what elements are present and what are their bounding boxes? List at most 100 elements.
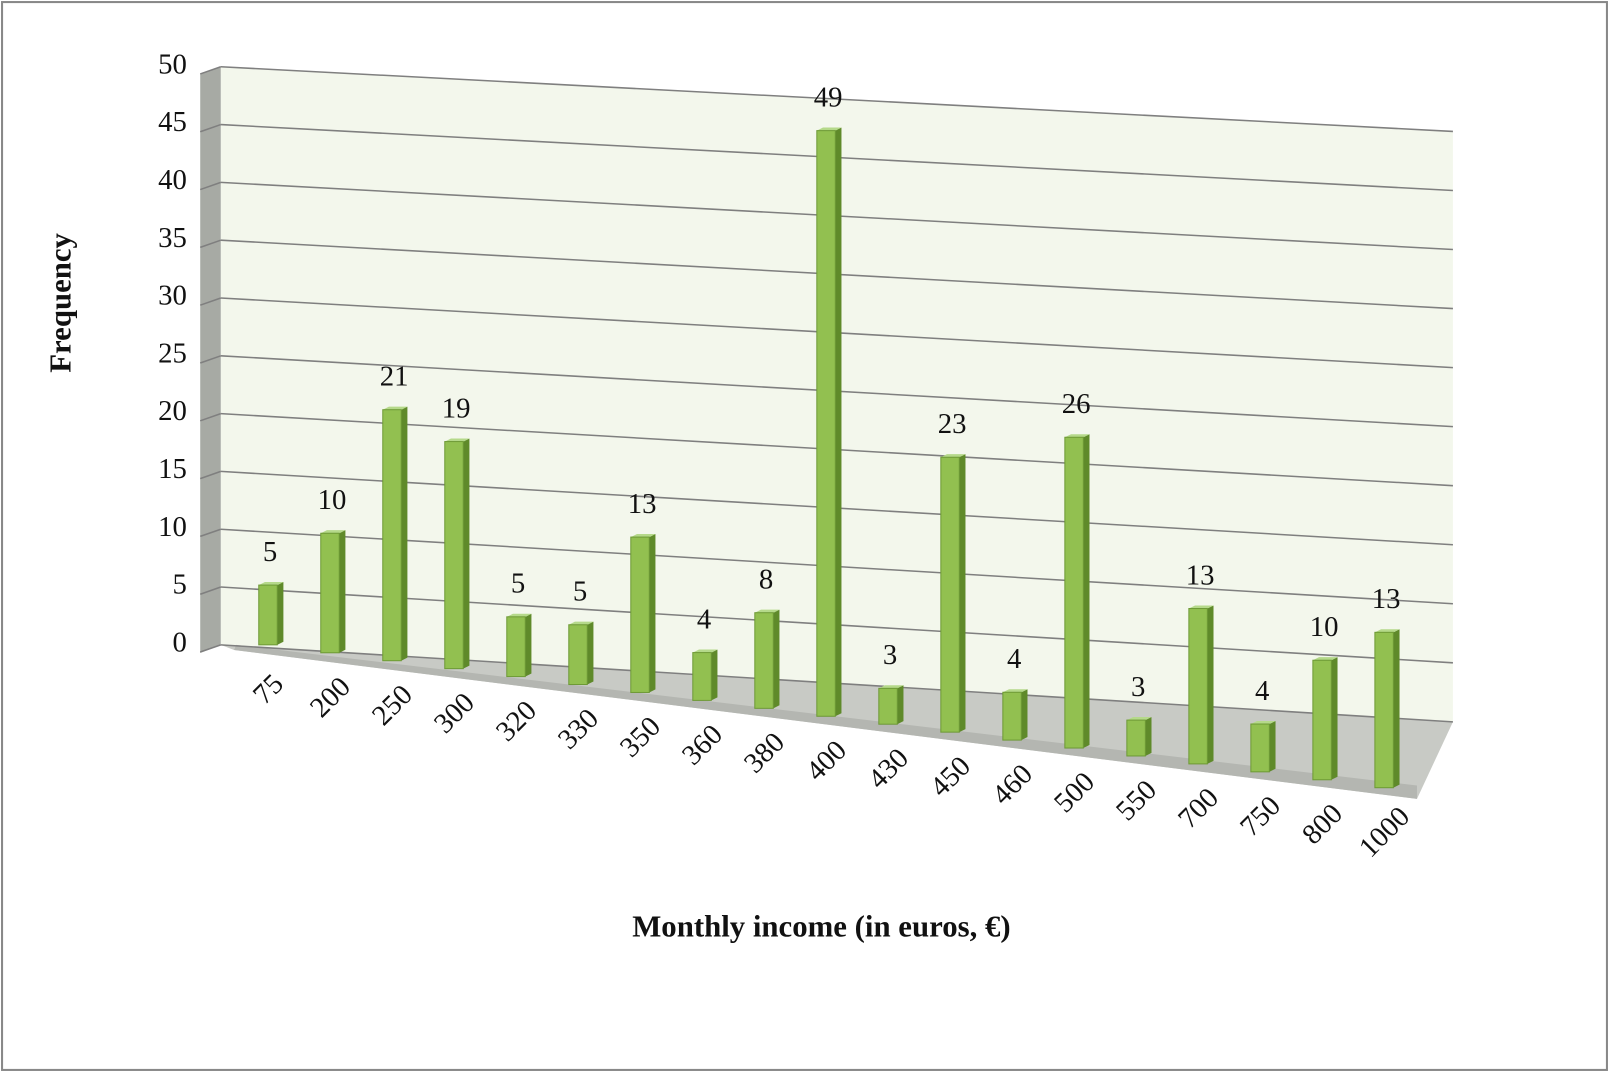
bar: [320, 532, 340, 654]
value-label: 3: [1131, 671, 1145, 703]
y-tick-label: 40: [158, 164, 187, 196]
bar-top: [940, 454, 966, 458]
bar: [1064, 436, 1084, 749]
value-label: 8: [759, 564, 773, 596]
bar-side: [339, 530, 346, 653]
value-label: 13: [628, 488, 657, 520]
value-label: 26: [1062, 388, 1091, 420]
value-label: 19: [442, 392, 471, 424]
tick-mark: [199, 355, 222, 364]
tick-mark: [199, 123, 222, 133]
bar-side: [1269, 720, 1276, 772]
bar-side: [587, 621, 594, 685]
bar: [1374, 631, 1394, 789]
bar: [1188, 608, 1208, 765]
y-tick-label: 35: [158, 222, 187, 254]
bar-top: [878, 685, 904, 689]
bar-top: [444, 438, 470, 442]
bar-top: [320, 530, 346, 534]
tick-mark: [199, 297, 222, 306]
bar: [940, 456, 960, 733]
y-tick-label: 30: [158, 280, 187, 312]
bar-top: [692, 649, 718, 653]
value-label: 4: [1007, 643, 1021, 675]
bar-top: [754, 609, 780, 613]
bar: [692, 652, 712, 701]
tick-mark: [199, 66, 222, 75]
value-label: 4: [697, 603, 711, 635]
tick-mark: [199, 181, 222, 191]
y-tick-label: 50: [158, 48, 187, 80]
value-label: 13: [1186, 559, 1215, 591]
value-label: 5: [263, 536, 277, 568]
y-tick-label: 15: [158, 453, 187, 485]
bar-side: [897, 685, 904, 725]
bar-top: [1126, 717, 1152, 721]
bar-side: [959, 454, 966, 733]
bar-top: [258, 582, 284, 586]
y-tick-label: 45: [158, 106, 187, 138]
bar: [258, 584, 278, 646]
bar-top: [1374, 629, 1400, 633]
bar: [754, 612, 774, 709]
bar: [444, 441, 464, 670]
bar: [630, 536, 650, 693]
bar-side: [1083, 434, 1090, 749]
bar-side: [401, 406, 408, 661]
value-label: 13: [1372, 583, 1401, 615]
bar-top: [630, 534, 656, 538]
bar: [1002, 691, 1022, 741]
value-label: 23: [938, 408, 967, 440]
value-label: 4: [1255, 675, 1269, 707]
bar-side: [1393, 629, 1400, 788]
value-label: 10: [318, 484, 347, 516]
tick-mark: [199, 412, 222, 422]
y-axis-title: Frequency: [44, 232, 78, 372]
bar-side: [277, 582, 284, 645]
bar-side: [711, 649, 718, 701]
bar-side: [649, 534, 656, 693]
bar-top: [506, 613, 532, 617]
x-axis-title: Monthly income (in euros, €): [632, 909, 1010, 943]
value-label: 5: [573, 576, 587, 608]
value-label: 3: [883, 639, 897, 671]
y-tick-label: 0: [173, 626, 187, 658]
value-label: 21: [380, 361, 409, 393]
bar-top: [1312, 657, 1338, 661]
bar-top: [382, 406, 408, 410]
bar: [1126, 719, 1146, 757]
tick-mark: [199, 470, 222, 480]
bar-top: [1064, 434, 1090, 438]
bar-side: [1021, 689, 1028, 741]
bar: [1250, 723, 1270, 773]
bar-top: [1002, 689, 1028, 693]
tick-mark: [199, 644, 222, 653]
grid-line: [220, 65, 1453, 133]
y-tick-label: 5: [173, 569, 187, 601]
value-label: 5: [511, 568, 525, 600]
y-tick-label: 20: [158, 395, 187, 427]
bar-top: [568, 621, 594, 625]
bar-side: [463, 438, 470, 669]
y-tick-label: 10: [158, 511, 187, 543]
bar: [878, 687, 898, 725]
bar: [1312, 659, 1332, 781]
bar-side: [525, 613, 532, 677]
bar-side: [1331, 657, 1338, 780]
tick-mark: [199, 239, 222, 249]
bar-top: [1250, 720, 1276, 725]
floor-edge: [234, 644, 1417, 799]
bar-side: [1207, 605, 1214, 764]
bar-top: [1188, 605, 1214, 609]
bar: [568, 624, 588, 686]
tick-mark: [199, 528, 222, 538]
bar: [382, 409, 402, 662]
bar-top: [816, 127, 842, 131]
y-tick-label: 25: [158, 337, 187, 369]
bar: [816, 130, 836, 717]
bar-side: [773, 609, 780, 709]
value-label: 49: [814, 81, 843, 113]
bar: [506, 616, 526, 678]
tick-mark: [199, 586, 222, 595]
